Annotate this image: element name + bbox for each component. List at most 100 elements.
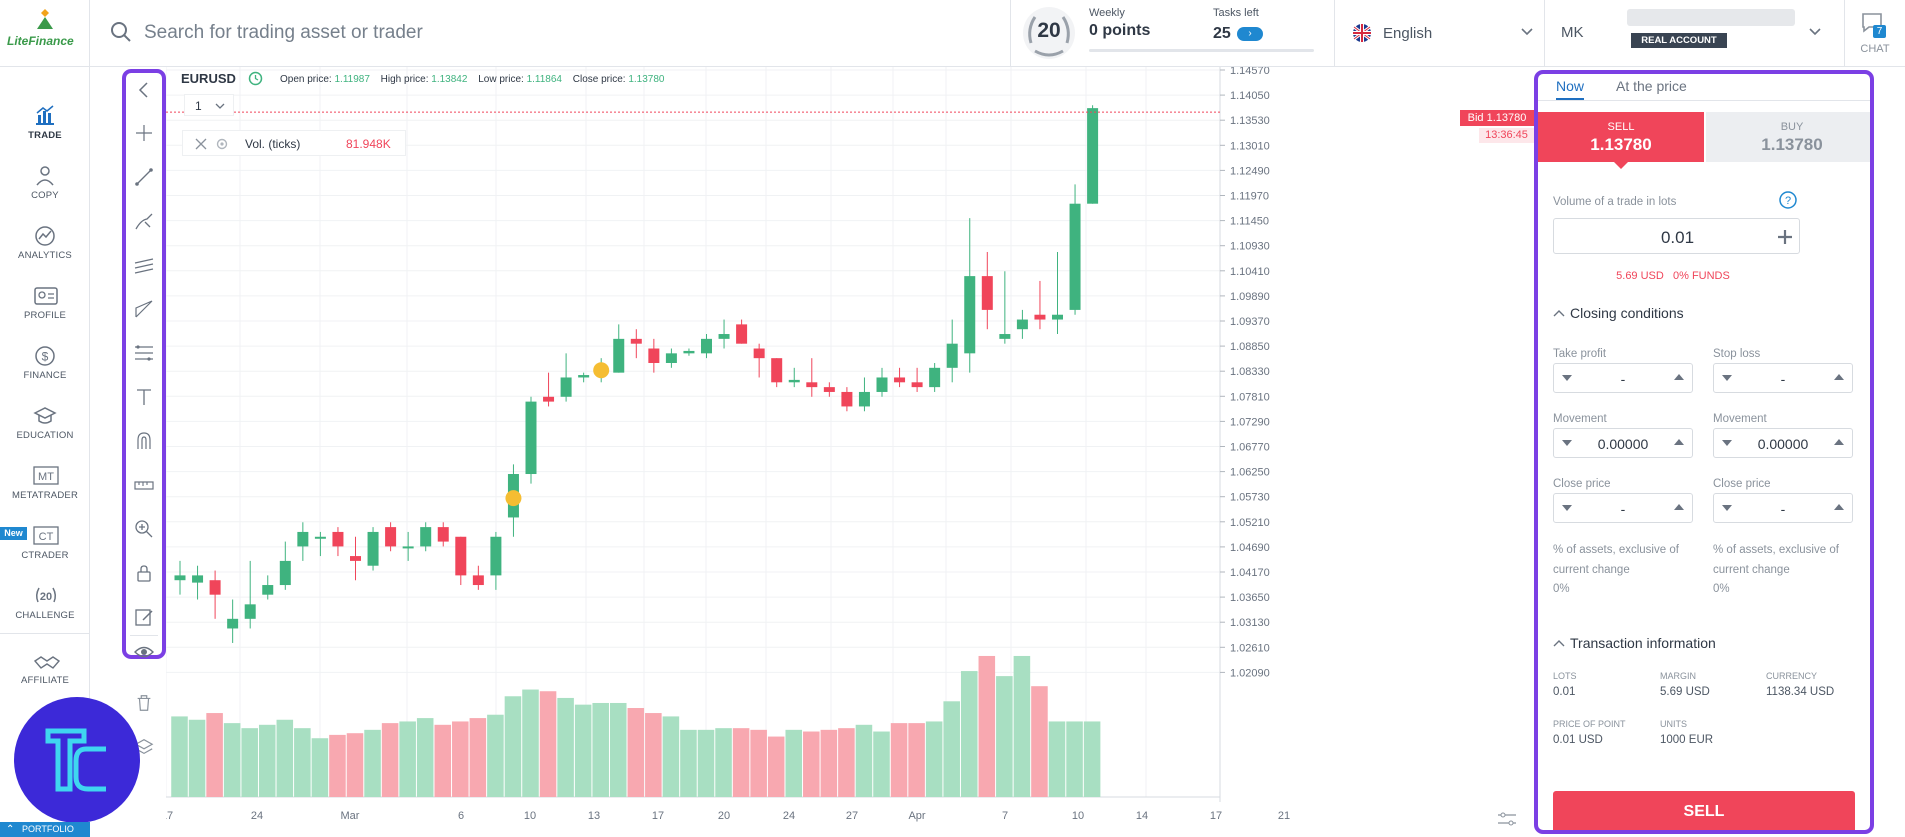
account-type-badge: REAL ACCOUNT <box>1631 33 1727 48</box>
nav-item-copy[interactable]: COPY <box>0 160 90 210</box>
zoom-in-icon[interactable] <box>133 518 155 540</box>
eye-icon[interactable] <box>133 641 155 663</box>
brush-icon[interactable] <box>133 210 155 232</box>
decrement-arrow[interactable] <box>1722 505 1732 511</box>
currency-value: 1138.34 USD <box>1766 686 1835 698</box>
take-profit-value: - <box>1620 371 1626 387</box>
decrement-arrow[interactable] <box>1722 440 1732 446</box>
channel-icon[interactable] <box>133 254 155 276</box>
language-selector[interactable]: English <box>1335 0 1545 67</box>
nav-item-analytics[interactable]: ANALYTICS <box>0 220 90 270</box>
nav-item-metatrader[interactable]: MT METATRADER <box>0 460 90 510</box>
take-profit-stepper[interactable]: - <box>1553 363 1693 393</box>
nav-item-affiliate[interactable]: AFFILIATE <box>0 647 90 697</box>
x-tick-label: 24 <box>251 810 263 822</box>
text-tool-icon[interactable] <box>133 386 155 408</box>
nav-item-education[interactable]: EDUCATION <box>0 400 90 450</box>
volume-indicator-legend[interactable]: Vol. (ticks) 81.948K <box>182 130 406 156</box>
close-icon[interactable] <box>195 138 207 150</box>
search-bar[interactable]: Search for trading asset or trader <box>90 0 1010 67</box>
x-tick-label: Mar <box>341 810 360 822</box>
sell-side-tab[interactable]: SELL 1.13780 <box>1538 112 1704 162</box>
candle-body <box>858 391 870 407</box>
chart-symbol[interactable]: EURUSD <box>181 71 236 86</box>
dollar-coin-icon: $ <box>35 346 55 366</box>
portfolio-bar[interactable]: ⌃ PORTFOLIO <box>0 822 90 837</box>
chart-settings-icon[interactable] <box>1497 811 1517 827</box>
closing-conditions-title[interactable]: Closing conditions <box>1570 305 1684 321</box>
movement-right-stepper[interactable]: 0.00000 <box>1713 428 1853 458</box>
edit-note-icon[interactable] <box>133 606 155 628</box>
candle-body <box>227 618 239 629</box>
volume-bar <box>171 716 188 797</box>
trash-icon[interactable] <box>134 693 154 713</box>
stop-loss-stepper[interactable]: - <box>1713 363 1853 393</box>
candle-body <box>929 367 941 388</box>
y-tick-label: 1.12490 <box>1230 165 1270 177</box>
chevron-down-icon <box>215 103 225 109</box>
gear-icon[interactable] <box>215 137 229 151</box>
y-tick-label: 1.14570 <box>1230 67 1270 77</box>
increment-arrow[interactable] <box>1674 439 1684 445</box>
increment-arrow[interactable] <box>1674 374 1684 380</box>
chat-button[interactable]: 7 CHAT <box>1845 0 1905 67</box>
buy-side-tab[interactable]: BUY 1.13780 <box>1706 112 1870 162</box>
volume-bar <box>1066 721 1083 797</box>
brand-logo[interactable]: LiteFinance <box>0 0 90 67</box>
interval-selector[interactable]: 1 <box>184 94 234 116</box>
pattern-icon[interactable] <box>133 298 155 320</box>
tasks-arrow-button[interactable]: › <box>1237 27 1263 41</box>
decrement-arrow[interactable] <box>1722 375 1732 381</box>
decrement-arrow[interactable] <box>1562 505 1572 511</box>
decrement-arrow[interactable] <box>1562 440 1572 446</box>
candle-body <box>771 358 783 383</box>
nav-item-trade[interactable]: TRADE <box>0 100 90 150</box>
crosshair-icon[interactable] <box>133 122 155 144</box>
account-selector[interactable]: MK REAL ACCOUNT <box>1545 0 1845 67</box>
decrement-arrow[interactable] <box>1562 375 1572 381</box>
y-tick-label: 1.08330 <box>1230 366 1270 378</box>
volume-bar <box>276 719 294 797</box>
help-icon[interactable]: ? <box>1778 190 1798 210</box>
low-value: 1.11864 <box>526 74 562 85</box>
volume-bar <box>416 718 434 797</box>
x-tick-label: 27 <box>846 810 858 822</box>
tab-at-the-price[interactable]: At the price <box>1616 78 1687 94</box>
nav-item-ctrader[interactable]: CT New CTRADER <box>0 520 90 570</box>
volume-bar <box>311 738 329 797</box>
chevron-up-icon[interactable] <box>1553 308 1565 318</box>
sell-button[interactable]: SELL <box>1553 791 1855 830</box>
close-price-right-stepper[interactable]: - <box>1713 493 1853 523</box>
y-tick-label: 1.10410 <box>1230 266 1270 278</box>
challenge-laurel-icon: 20 <box>35 587 57 603</box>
candle-body <box>806 382 818 388</box>
y-tick-label: 1.04170 <box>1230 567 1270 579</box>
fibonacci-icon[interactable] <box>133 342 155 364</box>
increment-arrow[interactable] <box>1834 374 1844 380</box>
weekly-challenge-widget[interactable]: 20 Weekly 0 points Tasks left 25 › <box>1010 0 1335 67</box>
plus-icon[interactable] <box>1777 229 1793 245</box>
nav-item-challenge[interactable]: 20 CHALLENGE <box>0 580 90 630</box>
close-price-left-stepper[interactable]: - <box>1553 493 1693 523</box>
volume-input[interactable]: 0.01 <box>1553 218 1800 254</box>
trend-line-icon[interactable] <box>133 166 155 188</box>
movement-left-stepper[interactable]: 0.00000 <box>1553 428 1693 458</box>
volume-bar <box>750 729 767 797</box>
candlestick-chart-svg[interactable]: 1.14570 1.14050 1.13530 1.13010 1.12490 1.119… <box>166 67 1478 837</box>
lock-icon[interactable] <box>133 562 155 584</box>
ruler-icon[interactable] <box>133 474 155 496</box>
search-input[interactable]: Search for trading asset or trader <box>144 22 423 43</box>
price-chart[interactable]: 1.14570 1.14050 1.13530 1.13010 1.12490 1.119… <box>166 67 1478 837</box>
candle-body <box>543 396 555 402</box>
x-tick-label: 24 <box>783 810 795 822</box>
increment-arrow[interactable] <box>1674 504 1684 510</box>
increment-arrow[interactable] <box>1834 504 1844 510</box>
nav-item-finance[interactable]: $ FINANCE <box>0 340 90 390</box>
transaction-info-title[interactable]: Transaction information <box>1570 635 1716 651</box>
increment-arrow[interactable] <box>1834 439 1844 445</box>
chevron-up-icon[interactable] <box>1553 638 1565 648</box>
magnet-icon[interactable] <box>133 430 155 452</box>
tab-now[interactable]: Now <box>1556 78 1585 100</box>
collapse-arrow-icon[interactable] <box>133 79 155 101</box>
nav-item-profile[interactable]: PROFILE <box>0 280 90 330</box>
